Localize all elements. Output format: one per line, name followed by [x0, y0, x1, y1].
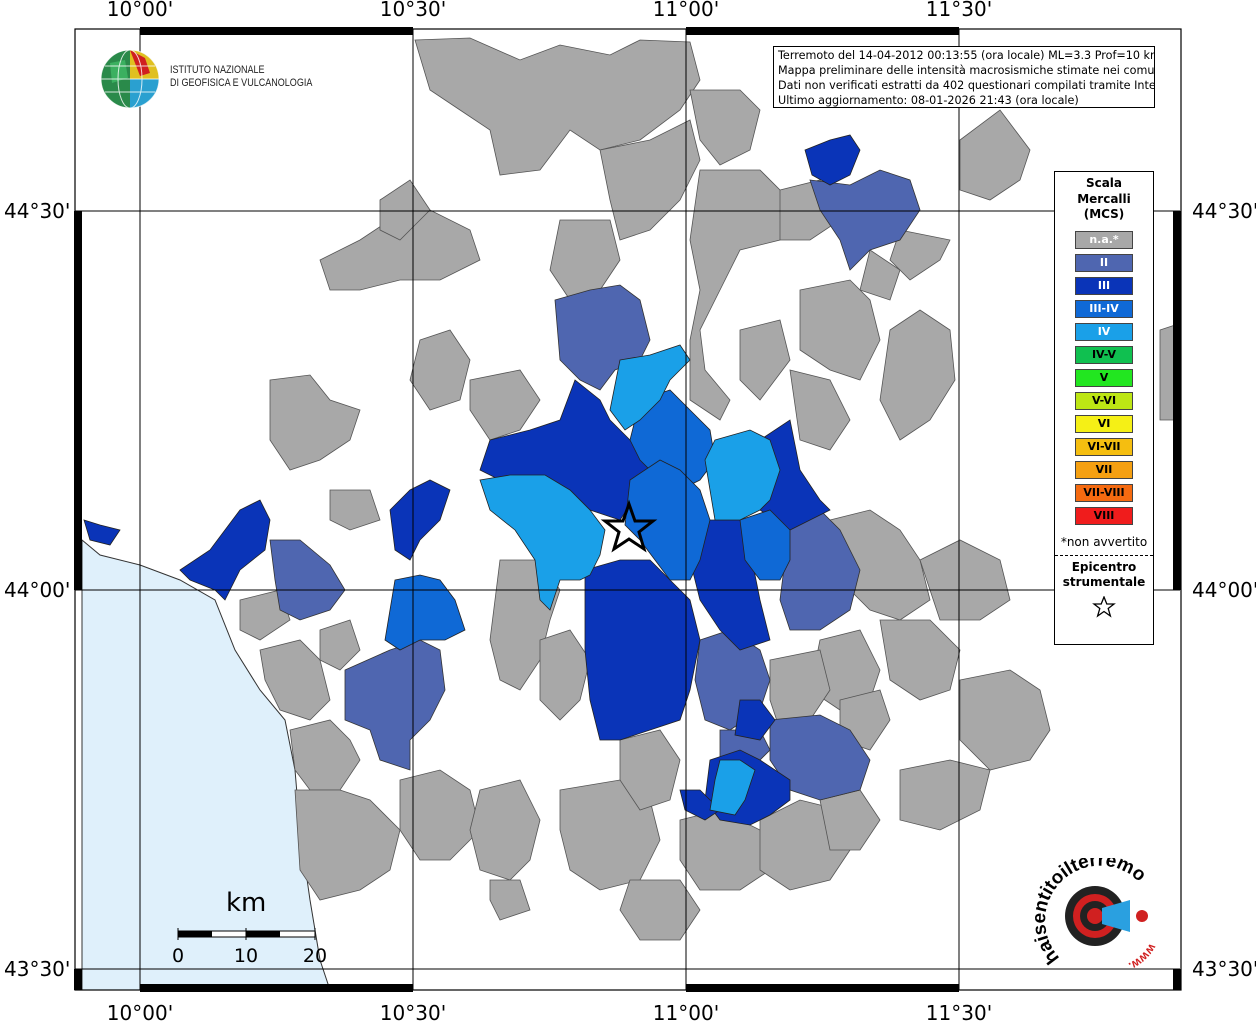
ingv-name-line2: DI GEOFISICA E VULCANOLOGIA: [170, 77, 313, 89]
haisentito-logo: haisentitoilterremoto.it www.: [1024, 842, 1180, 978]
legend-swatch-iii: III: [1075, 276, 1133, 295]
ingv-name: ISTITUTO NAZIONALE DI GEOFISICA E VULCAN…: [170, 64, 312, 90]
scale-tick-20: 20: [302, 945, 328, 967]
legend-swatch-vii-viii: VII-VIII: [1075, 483, 1133, 502]
top-label-10-00: 10°00': [106, 0, 174, 21]
left-label-44-00: 44°00': [4, 578, 71, 602]
map-border: [74, 27, 1182, 992]
legend-swatch-iv: IV: [1075, 322, 1133, 341]
scale-tick-0: 0: [171, 945, 185, 967]
intensity-legend: Scala Mercalli (MCS) n.a.* II III III-IV IV I…: [1054, 171, 1154, 645]
right-label-44-30: 44°30': [1192, 199, 1256, 223]
legend-swatch-v: V: [1075, 368, 1133, 387]
svg-text:www.: www.: [1126, 941, 1160, 974]
legend-swatches: n.a.* II III III-IV IV IV-V V V-VI VI VI-VII VII VI…: [1055, 230, 1153, 525]
legend-swatch-ii: II: [1075, 253, 1133, 272]
legend-epicenter-label: Epicentro strumentale: [1055, 560, 1153, 590]
scale-tick-10: 10: [233, 945, 259, 967]
legend-star-icon: [1055, 594, 1153, 622]
legend-swatch-vii: VII: [1075, 460, 1133, 479]
event-info-line1: Terremoto del 14-04-2012 00:13:55 (ora l…: [778, 49, 1155, 62]
haisentito-logo-graphic: haisentitoilterremoto.it www.: [1024, 842, 1160, 974]
scale-unit-label: km: [226, 888, 267, 918]
legend-swatch-viii: VIII: [1075, 506, 1133, 525]
left-label-43-30: 43°30': [4, 957, 71, 981]
scale-bar: [177, 928, 316, 940]
top-label-10-30: 10°30': [379, 0, 447, 21]
bottom-label-10-00: 10°00': [106, 1001, 174, 1025]
legend-epicenter-line2: strumentale: [1062, 574, 1146, 589]
left-label-44-30: 44°30': [4, 199, 71, 223]
epicenter-star: [600, 499, 658, 553]
haisentito-logo-url: www.: [1126, 941, 1160, 974]
legend-swatch-iii-iv: III-IV: [1075, 299, 1133, 318]
graticule: [75, 29, 1180, 990]
ingv-name-line1: ISTITUTO NAZIONALE: [170, 64, 265, 76]
legend-swatch-v-vi: V-VI: [1075, 391, 1133, 410]
legend-epicenter-line1: Epicentro: [1071, 559, 1137, 574]
event-info-line3: Dati non verificati estratti da 402 ques…: [778, 79, 1155, 92]
municipalities-intensity-IV: [479, 344, 781, 816]
legend-separator: [1055, 554, 1153, 556]
legend-title: Scala Mercalli (MCS): [1055, 176, 1153, 223]
event-info-box: Terremoto del 14-04-2012 00:13:55 (ora l…: [773, 46, 1155, 108]
bottom-label-11-00: 11°00': [652, 1001, 720, 1025]
event-info-line4: Ultimo aggiornamento: 08-01-2026 21:43 (…: [778, 94, 1079, 107]
event-info-line2: Mappa preliminare delle intensità macros…: [778, 64, 1155, 77]
legend-swatch-n-a: n.a.*: [1075, 230, 1133, 249]
legend-title-line2: Mercalli: [1077, 191, 1131, 206]
bottom-label-10-30: 10°30': [379, 1001, 447, 1025]
top-label-11-30: 11°30': [925, 0, 993, 21]
bottom-label-11-30: 11°30': [925, 1001, 993, 1025]
legend-swatch-iv-v: IV-V: [1075, 345, 1133, 364]
ingv-logo: [100, 48, 310, 110]
legend-title-line1: Scala: [1085, 176, 1123, 190]
globe-icon: [100, 49, 160, 109]
legend-note: *non avvertito: [1060, 534, 1148, 549]
municipalities-not-felt: [239, 37, 1176, 941]
sea-area: [81, 538, 331, 991]
legend-title-line3: (MCS): [1083, 207, 1125, 221]
legend-swatch-vi: VI: [1075, 414, 1133, 433]
legend-swatch-vi-vii: VI-VII: [1075, 437, 1133, 456]
right-label-44-00: 44°00': [1192, 578, 1256, 602]
top-label-11-00: 11°00': [652, 0, 720, 21]
right-label-43-30: 43°30': [1192, 957, 1256, 981]
municipalities-intensity-III-IV: [384, 389, 791, 651]
